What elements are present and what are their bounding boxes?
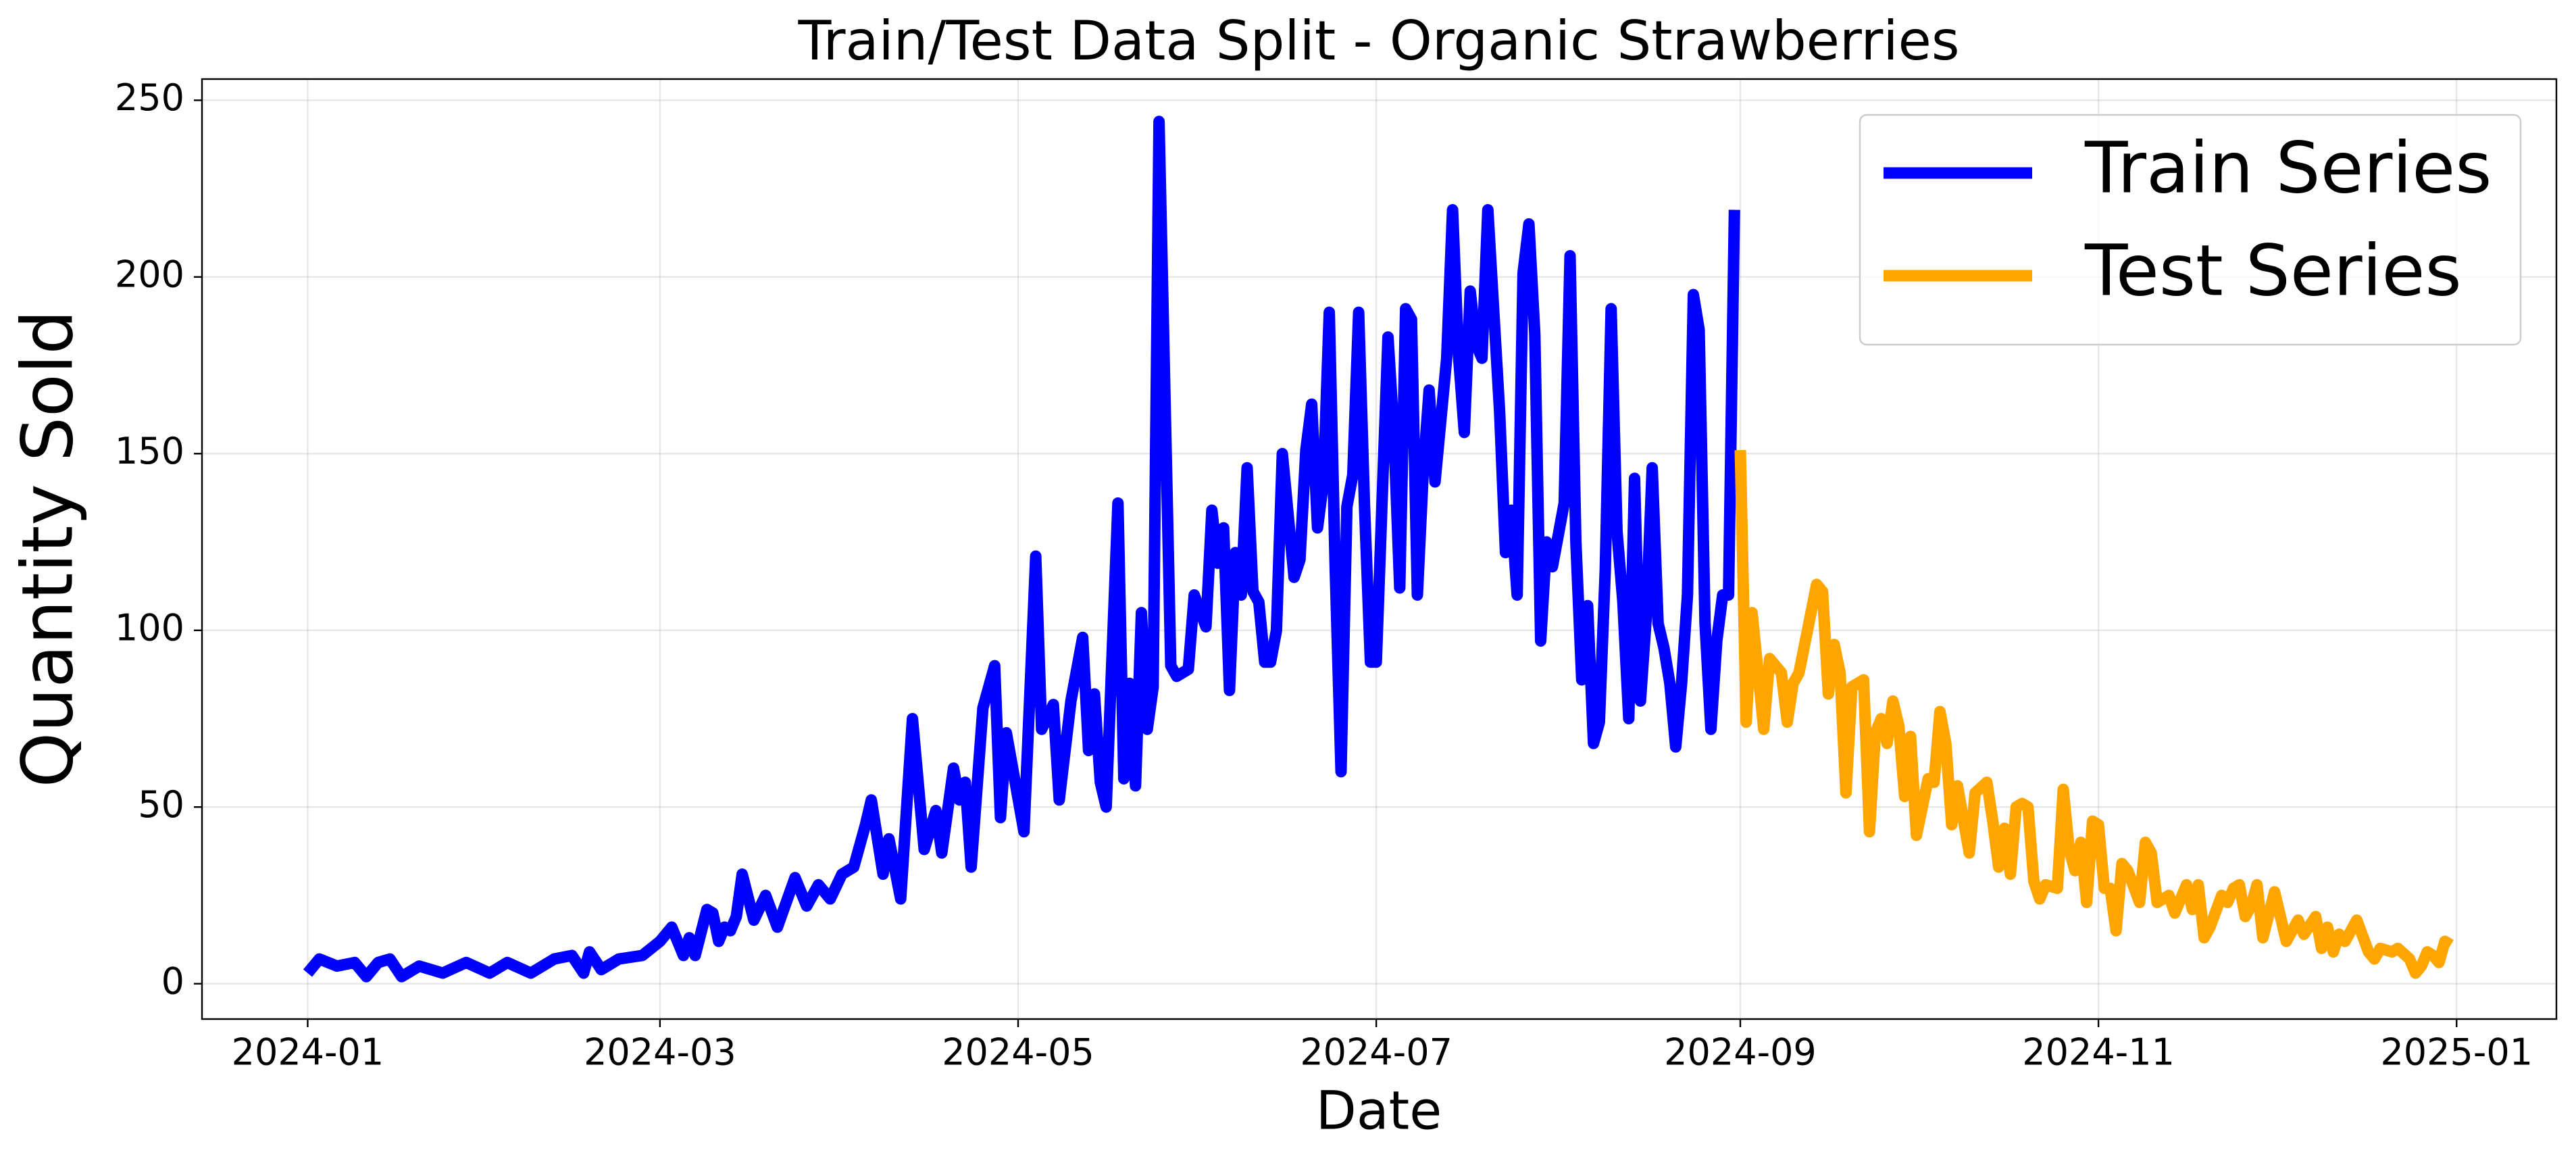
x-tick-label: 2024-05 bbox=[942, 1031, 1094, 1074]
legend: Train Series Test Series bbox=[1859, 114, 2522, 346]
x-tick-label: 2024-07 bbox=[1300, 1031, 1453, 1074]
series-line bbox=[1734, 449, 2454, 979]
y-tick-label: 100 bbox=[115, 606, 184, 649]
y-tick-label: 150 bbox=[115, 430, 184, 472]
series-line bbox=[303, 116, 1740, 983]
plot-frame bbox=[201, 78, 2558, 1020]
legend-label: Train Series bbox=[2084, 126, 2492, 209]
x-tick-label: 2024-01 bbox=[232, 1031, 384, 1074]
y-tick-label: 50 bbox=[138, 783, 184, 826]
y-tick-label: 0 bbox=[161, 960, 184, 1002]
x-tick-label: 2024-09 bbox=[1664, 1031, 1817, 1074]
y-tick-label: 200 bbox=[115, 253, 184, 295]
x-tick-label: 2024-03 bbox=[584, 1031, 736, 1074]
x-axis-label: Date bbox=[1316, 1081, 1442, 1141]
x-tick-label: 2024-11 bbox=[2022, 1031, 2175, 1074]
y-tick-label: 250 bbox=[115, 76, 184, 119]
chart-title: Train/Test Data Split - Organic Strawber… bbox=[797, 9, 1959, 72]
x-tick-label: 2025-01 bbox=[2380, 1031, 2533, 1074]
legend-label: Test Series bbox=[2084, 229, 2462, 312]
y-axis-label: Quantity Sold bbox=[6, 310, 89, 787]
